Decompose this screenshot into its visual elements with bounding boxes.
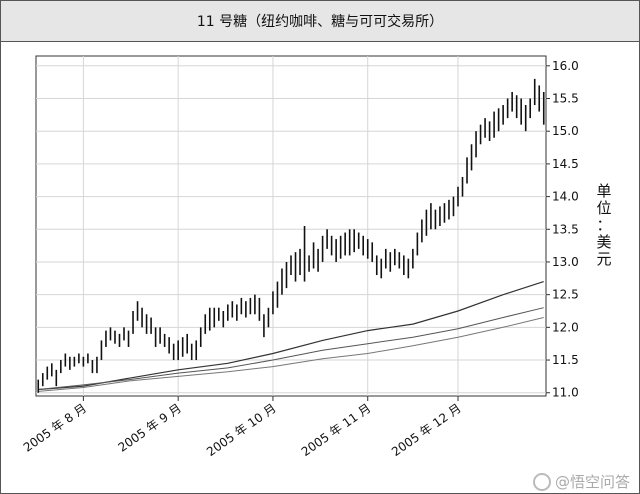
y-tick-label: 11.5	[552, 353, 579, 367]
y-axis-label-char: 美	[596, 233, 611, 251]
x-tick-label: 2005 年 10 月	[204, 401, 279, 459]
y-tick-label: 14.5	[552, 157, 579, 171]
y-tick-label: 16.0	[552, 59, 579, 73]
y-tick-label: 12.5	[552, 288, 579, 302]
y-tick-label: 13.0	[552, 255, 579, 269]
y-axis-label-char: ：	[596, 216, 611, 234]
y-axis-label-char: 单	[596, 182, 611, 200]
moving-average-line	[38, 281, 544, 391]
y-tick-label: 15.5	[552, 92, 579, 106]
x-tick-label: 2005 年 11 月	[299, 401, 374, 459]
y-tick-label: 15.0	[552, 124, 579, 138]
y-tick-label: 13.5	[552, 222, 579, 236]
y-axis-label-char: 元	[596, 250, 611, 268]
x-tick-label: 2005 年 12 月	[389, 401, 464, 459]
x-tick-label: 2005 年 8 月	[21, 401, 89, 455]
y-axis-label-char: 位	[596, 199, 611, 217]
y-tick-label: 14.0	[552, 190, 579, 204]
chart-title: 11 号糖（纽约咖啡、糖与可可交易所）	[1, 1, 639, 42]
watermark: @悟空问答	[532, 471, 630, 492]
y-tick-label: 11.0	[552, 386, 579, 400]
watermark-text: @悟空问答	[554, 473, 630, 491]
moving-average-line	[38, 317, 544, 392]
watermark-logo-icon	[532, 472, 551, 491]
x-tick-label: 2005 年 9 月	[116, 401, 184, 455]
y-tick-label: 12.0	[552, 320, 579, 334]
plot-area	[35, 55, 547, 397]
moving-average-line	[38, 307, 544, 390]
